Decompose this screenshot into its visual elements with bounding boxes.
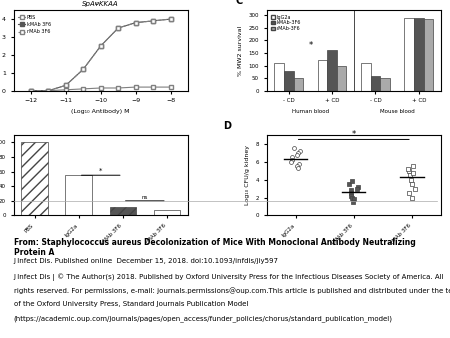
Point <box>355 184 362 190</box>
Text: of the Oxford University Press, Standard Journals Publication Model: of the Oxford University Press, Standard… <box>14 301 248 307</box>
Text: (https://academic.oup.com/journals/pages/open_access/funder_policies/chorus/stan: (https://academic.oup.com/journals/pages… <box>14 315 392 322</box>
Line: kMAb 3F6: kMAb 3F6 <box>29 17 173 93</box>
Bar <box>293 78 303 91</box>
PBS <box>133 85 138 89</box>
Bar <box>22 142 48 216</box>
Point <box>409 195 416 200</box>
Bar <box>423 19 433 91</box>
Point <box>407 177 414 183</box>
Bar <box>284 71 293 91</box>
Point <box>288 159 295 165</box>
Text: C: C <box>235 0 243 6</box>
Legend: PBS, kMAb 3F6, rMAb 3F6: PBS, kMAb 3F6, rMAb 3F6 <box>16 13 53 36</box>
Bar <box>66 175 92 216</box>
Text: rights reserved. For permissions, e-mail: journals.permissions@oup.com.This arti: rights reserved. For permissions, e-mail… <box>14 287 450 294</box>
kMAb 3F6 <box>63 83 68 87</box>
Text: D: D <box>223 121 231 130</box>
Point <box>348 195 356 200</box>
kMAb 3F6 <box>133 21 138 25</box>
PBS <box>168 85 173 89</box>
Point <box>294 150 302 155</box>
Point <box>411 186 418 191</box>
Point <box>295 161 302 166</box>
Point <box>347 188 355 193</box>
Point <box>347 193 355 198</box>
Point <box>293 152 300 158</box>
PBS <box>28 89 34 93</box>
Bar <box>274 63 284 91</box>
Point <box>294 165 301 171</box>
Bar <box>318 61 327 91</box>
PBS <box>46 89 51 93</box>
Text: From: Staphylococcus aureus Decolonization of Mice With Monoclonal Antibody Neut: From: Staphylococcus aureus Decolonizati… <box>14 238 415 257</box>
Bar <box>371 76 380 91</box>
Bar <box>361 63 371 91</box>
PBS <box>150 85 156 89</box>
rMAb 3F6 <box>116 26 121 30</box>
Text: J Infect Dis | © The Author(s) 2018. Published by Oxford University Press for th: J Infect Dis | © The Author(s) 2018. Pub… <box>14 273 444 281</box>
Text: Mouse blood: Mouse blood <box>380 109 415 114</box>
Point <box>296 148 303 154</box>
kMAb 3F6 <box>98 44 104 48</box>
kMAb 3F6 <box>116 26 121 30</box>
Bar <box>327 50 337 91</box>
Line: rMAb 3F6: rMAb 3F6 <box>29 17 173 93</box>
Point <box>410 164 417 169</box>
Point <box>289 154 296 160</box>
Text: *: * <box>351 130 356 139</box>
kMAb 3F6 <box>150 19 156 23</box>
PBS <box>116 86 121 90</box>
PBS <box>98 86 104 90</box>
Text: SpAᴪKKAA: SpAᴪKKAA <box>82 1 119 7</box>
kMAb 3F6 <box>168 17 173 21</box>
Text: *: * <box>99 168 103 174</box>
rMAb 3F6 <box>63 83 68 87</box>
Text: J Infect Dis. Published online  December 15, 2018. doi:10.1093/infdis/jiy597: J Infect Dis. Published online December … <box>14 259 279 264</box>
Text: ns: ns <box>142 195 148 200</box>
Point <box>293 164 300 169</box>
Y-axis label: Log₁₀ CFU/g kidney: Log₁₀ CFU/g kidney <box>245 145 250 205</box>
X-axis label: (Log₁₀ Antibody) M: (Log₁₀ Antibody) M <box>72 109 130 114</box>
Point <box>404 166 411 172</box>
rMAb 3F6 <box>150 19 156 23</box>
Point <box>348 179 356 184</box>
Bar <box>153 210 180 216</box>
Text: Human blood: Human blood <box>292 109 328 114</box>
Point <box>291 146 298 151</box>
rMAb 3F6 <box>98 44 104 48</box>
Bar <box>109 207 136 216</box>
Bar <box>337 66 346 91</box>
Point <box>405 168 412 173</box>
Point <box>350 199 357 205</box>
Text: *: * <box>308 41 313 50</box>
Bar <box>380 78 390 91</box>
Point <box>351 197 358 202</box>
rMAb 3F6 <box>28 89 34 93</box>
Point <box>353 186 360 191</box>
Point <box>409 170 416 175</box>
rMAb 3F6 <box>81 67 86 71</box>
PBS <box>81 87 86 91</box>
Point <box>289 157 296 163</box>
Point <box>405 190 413 196</box>
Point <box>347 190 355 196</box>
Bar <box>405 18 414 91</box>
kMAb 3F6 <box>28 89 34 93</box>
rMAb 3F6 <box>133 21 138 25</box>
rMAb 3F6 <box>168 17 173 21</box>
Point <box>346 182 353 187</box>
rMAb 3F6 <box>46 89 51 93</box>
Y-axis label: % MW2 survival: % MW2 survival <box>238 25 243 75</box>
Bar <box>414 18 423 91</box>
Legend: IgG2a, kMAb-3F6, rMAb-3F6: IgG2a, kMAb-3F6, rMAb-3F6 <box>269 13 302 33</box>
PBS <box>63 88 68 92</box>
kMAb 3F6 <box>81 67 86 71</box>
Point <box>408 182 415 187</box>
Line: PBS: PBS <box>29 85 173 93</box>
kMAb 3F6 <box>46 89 51 93</box>
Point <box>406 172 414 178</box>
